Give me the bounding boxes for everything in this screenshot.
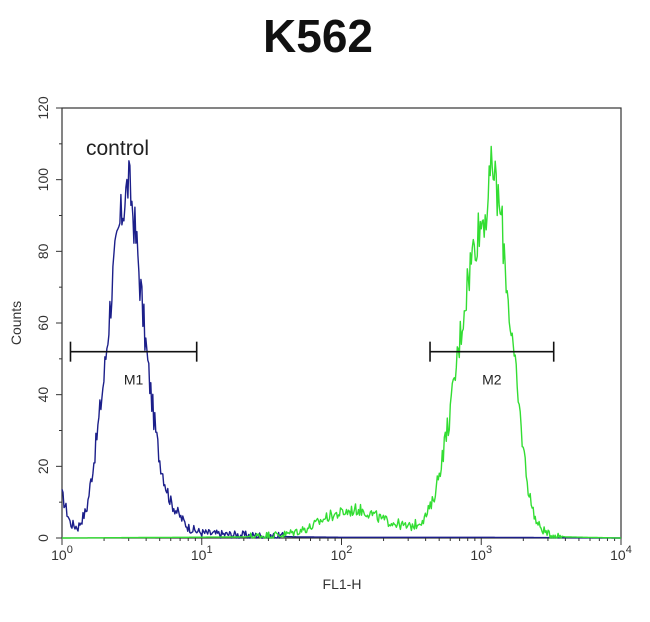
series-layer [61, 145, 621, 539]
x-tick-base: 10 [191, 547, 207, 563]
gate-markers: M1 M2 [69, 341, 555, 388]
x-tick-base: 10 [331, 547, 347, 563]
x-tick-exponent: 3 [486, 544, 492, 556]
y-axis-ticks: 0 20 40 60 80 100 120 [35, 96, 62, 542]
sample-histogram-line [62, 145, 621, 539]
y-tick-label: 40 [35, 387, 51, 403]
y-tick-label: 0 [35, 534, 51, 542]
y-tick-label: 60 [35, 315, 51, 331]
x-tick-label: 103 [470, 544, 492, 563]
control-histogram-line [61, 160, 621, 539]
y-tick-label: 20 [35, 458, 51, 474]
x-tick-label: 104 [610, 544, 632, 563]
control-annotation: control [86, 137, 149, 160]
gate-label-m2: M2 [482, 372, 502, 388]
y-tick-label: 80 [35, 243, 51, 259]
chart-title: K562 [263, 10, 373, 62]
x-tick-base: 10 [51, 547, 67, 563]
x-tick-base: 10 [610, 547, 626, 563]
x-tick-label: 101 [191, 544, 213, 563]
x-tick-exponent: 4 [626, 544, 632, 556]
plot-frame [61, 107, 622, 539]
y-tick-label: 120 [35, 96, 51, 120]
x-tick-label: 100 [51, 544, 73, 563]
y-axis-label: Counts [8, 301, 24, 345]
x-tick-base: 10 [470, 547, 486, 563]
x-tick-label: 102 [331, 544, 353, 563]
gate-label-m1: M1 [124, 372, 144, 388]
x-tick-exponent: 1 [206, 544, 212, 556]
x-axis-label: FL1-H [323, 576, 362, 592]
x-axis-ticks: 100 101 102 103 104 [51, 538, 632, 563]
x-tick-exponent: 0 [67, 544, 73, 556]
y-tick-label: 100 [35, 168, 51, 192]
x-tick-exponent: 2 [346, 544, 352, 556]
